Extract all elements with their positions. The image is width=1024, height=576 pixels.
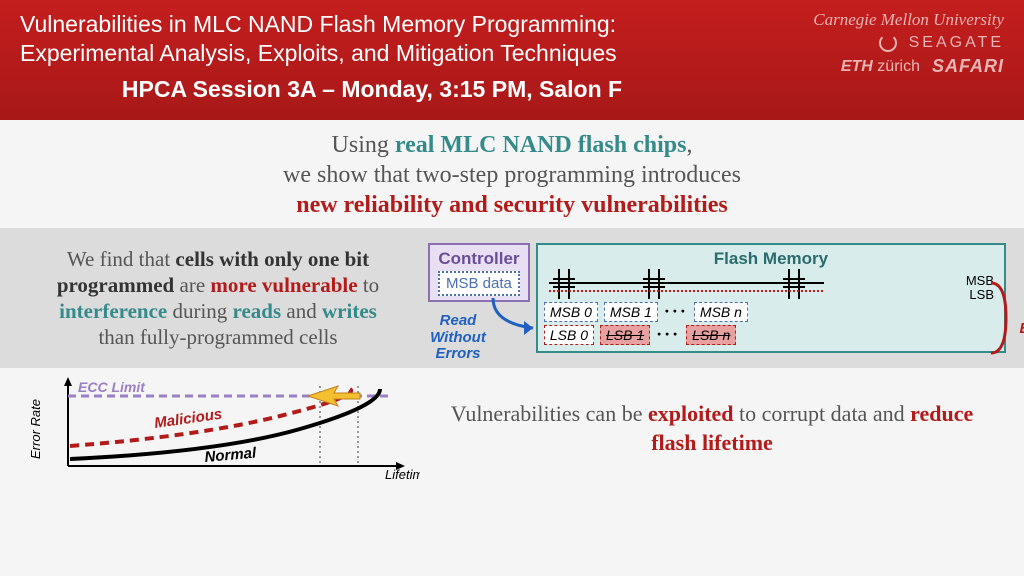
safari-logo: SAFARI: [932, 56, 1004, 77]
cell-msb: MSB n: [694, 302, 748, 322]
flash-memory-box: Flash Memory MSB LSB MSB 0 MSB 1 ·: [536, 243, 1006, 353]
read-without-errors-label: Read Without Errors: [418, 313, 498, 363]
svg-text:Normal: Normal: [204, 444, 258, 466]
cell-lsb: LSB 0: [544, 325, 594, 345]
svg-text:Error Rate: Error Rate: [28, 399, 43, 459]
error-bracket-icon: [986, 273, 1016, 363]
finding-band: We find that cells with only one bit pro…: [0, 228, 1024, 368]
transistor-row: MSB LSB: [544, 269, 998, 299]
sponsor-logos: Carnegie Mellon University SEAGATE ETH z…: [724, 10, 1004, 81]
seagate-logo: SEAGATE: [909, 34, 1004, 52]
bottom-row: Error Rate Lifetime ECC Limit Malicious …: [0, 368, 1024, 490]
cell-lsb-error: LSB n: [686, 325, 736, 345]
seagate-icon: [879, 34, 897, 52]
flash-diagram: Controller MSB data Read Without Errors …: [428, 243, 1006, 353]
finding-text: We find that cells with only one bit pro…: [18, 246, 418, 351]
eth-logo: ETH zürich: [841, 58, 920, 76]
cell-lsb-error: LSB 1: [600, 325, 650, 345]
header-banner: Vulnerabilities in MLC NAND Flash Memory…: [0, 0, 1024, 120]
exploit-text: Vulnerabilities can be exploited to corr…: [440, 400, 1004, 457]
cell-msb: MSB 1: [604, 302, 658, 322]
svg-text:ECC Limit: ECC Limit: [78, 379, 146, 395]
cmu-logo: Carnegie Mellon University: [813, 10, 1004, 30]
cell-msb: MSB 0: [544, 302, 598, 322]
headline-text: Using real MLC NAND flash chips, we show…: [0, 120, 1024, 228]
svg-text:Lifetime: Lifetime: [385, 467, 420, 482]
lifetime-chart: Error Rate Lifetime ECC Limit Malicious …: [20, 374, 420, 484]
msb-cell-row: MSB 0 MSB 1 ··· MSB n: [544, 301, 998, 322]
lsb-cell-row: LSB 0 LSB 1 ··· LSB n: [544, 324, 998, 345]
